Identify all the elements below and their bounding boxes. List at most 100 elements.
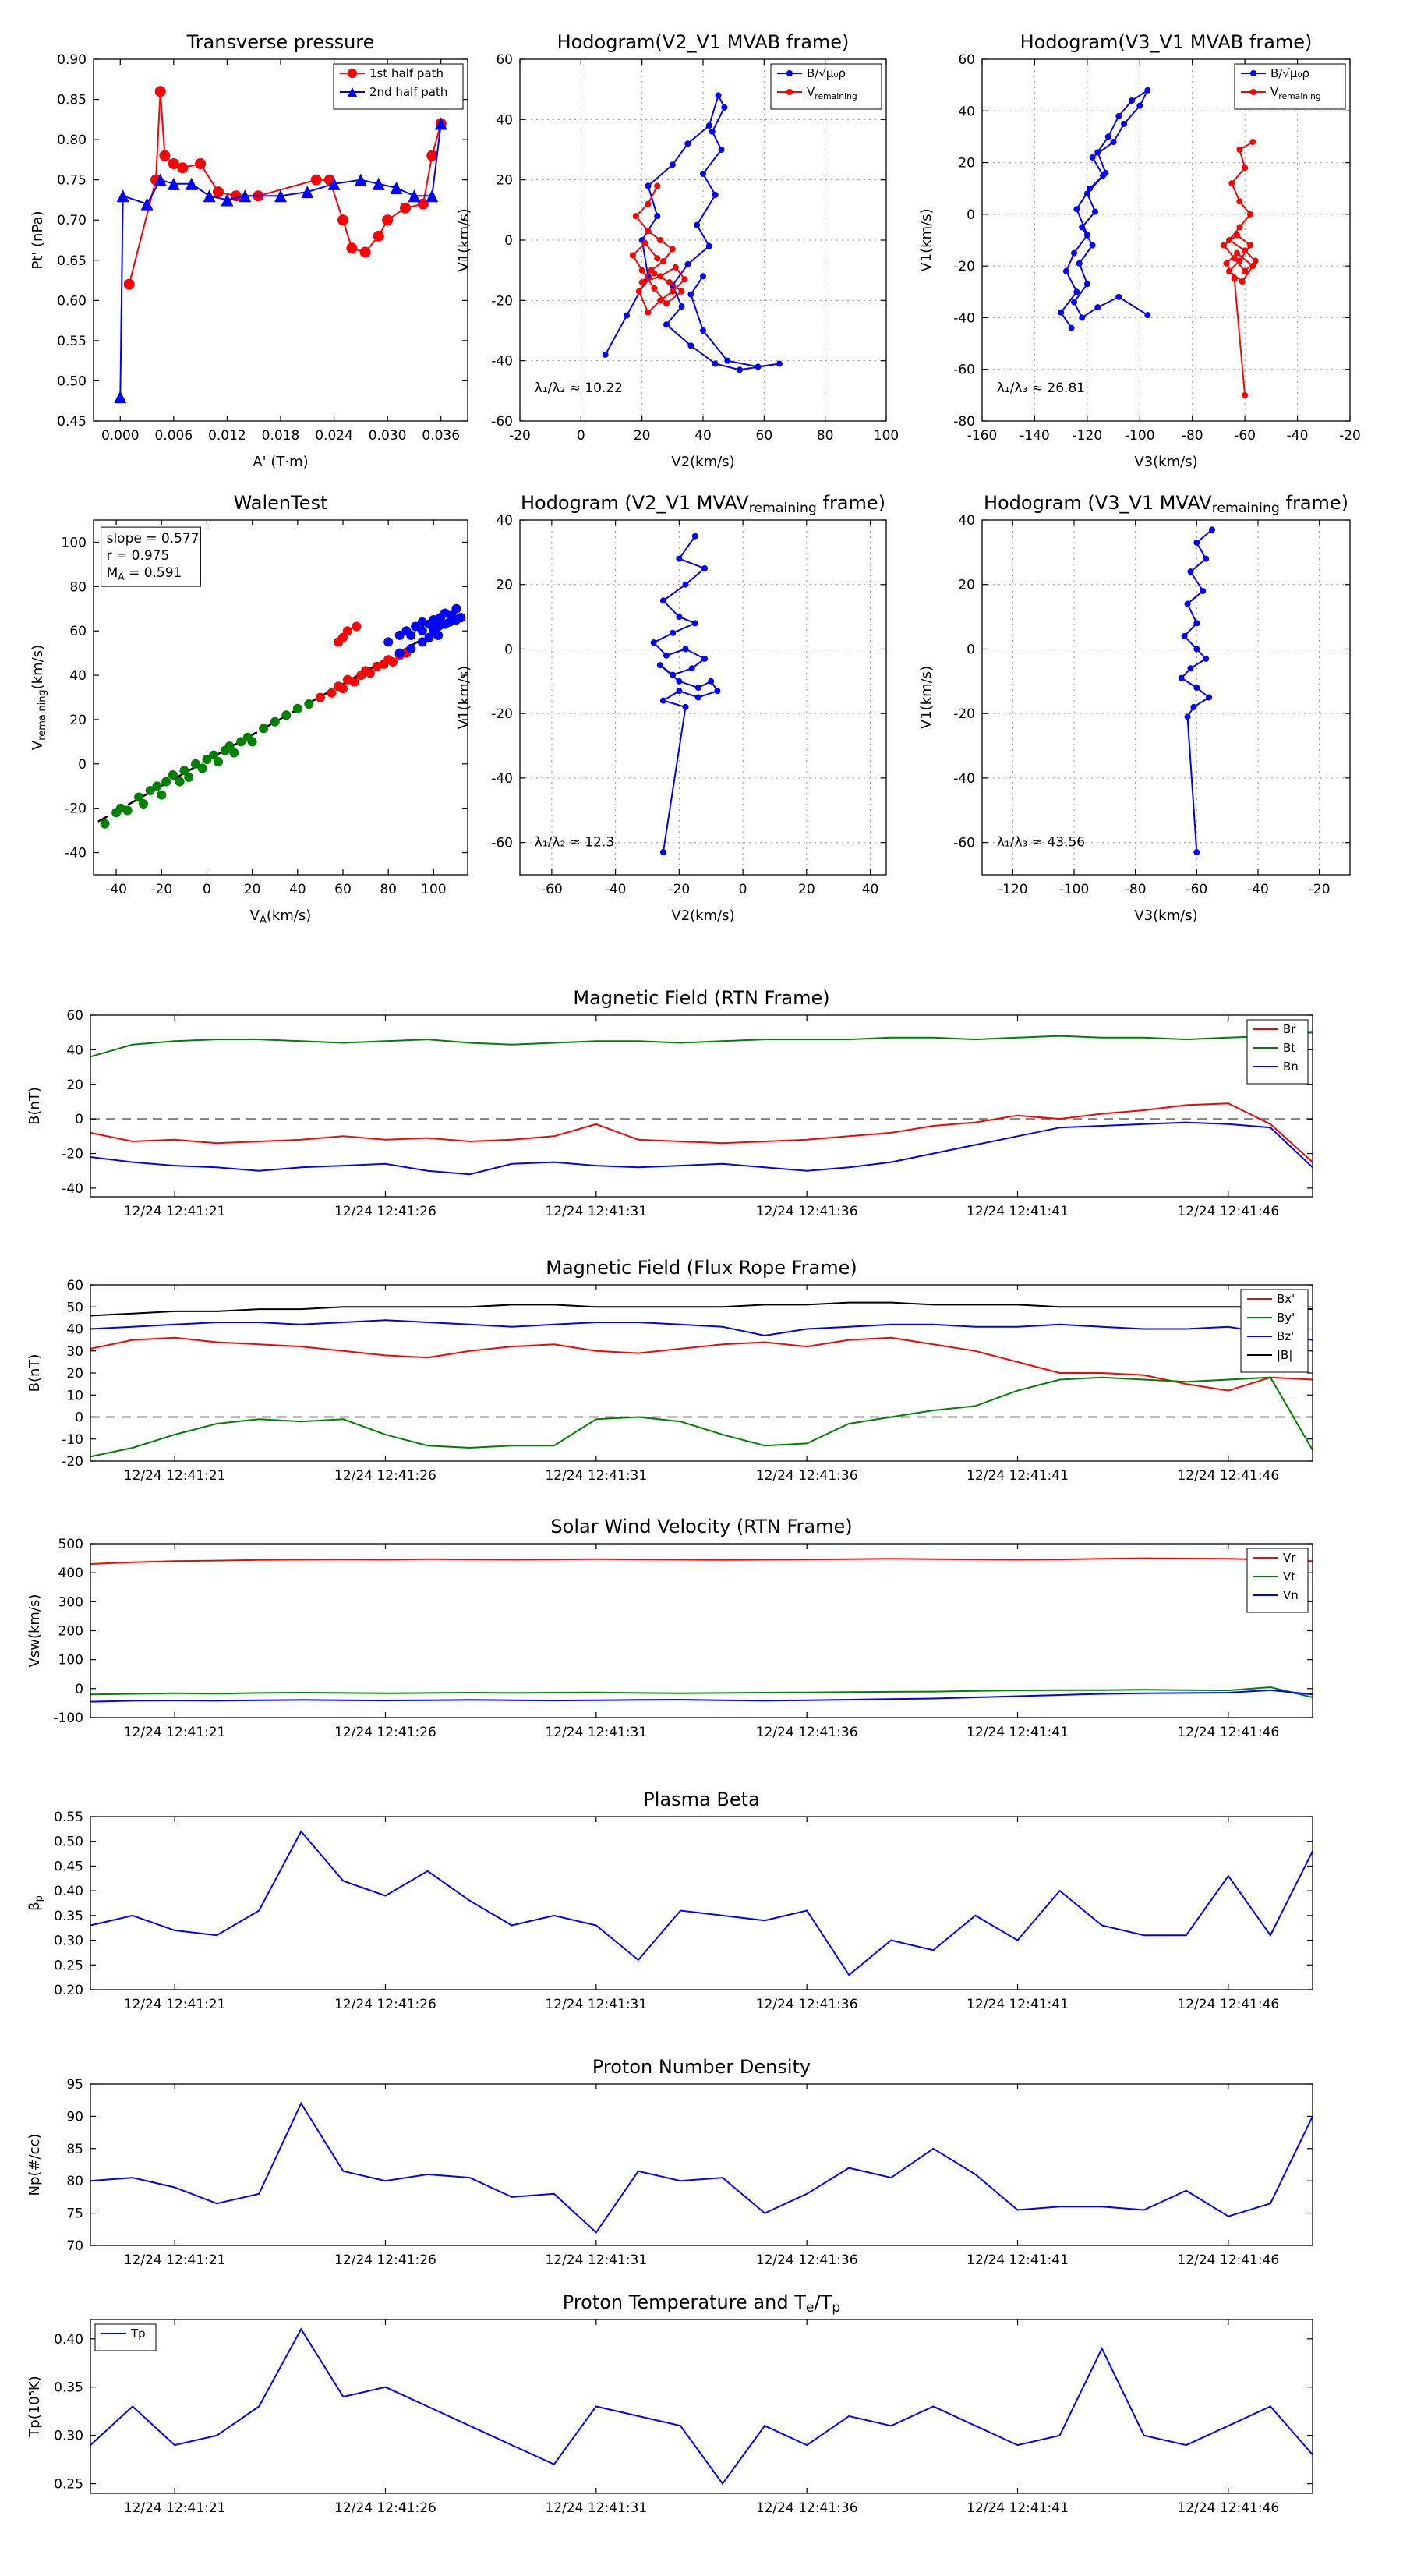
x-tick-label: 12/24 12:41:26 xyxy=(334,1468,436,1484)
marker xyxy=(1231,255,1238,262)
marker xyxy=(221,193,234,207)
x-tick-label: -60 xyxy=(1234,428,1256,444)
marker xyxy=(426,189,439,203)
marker xyxy=(678,288,685,295)
series-Br xyxy=(90,1102,1313,1163)
x-tick-label: 12/24 12:41:21 xyxy=(124,1468,226,1484)
marker xyxy=(1058,309,1065,316)
marker xyxy=(292,703,302,713)
x-tick-label: -160 xyxy=(967,428,998,444)
marker xyxy=(1071,249,1077,257)
marker xyxy=(1076,260,1083,267)
legend-label: 2nd half path xyxy=(369,85,447,99)
marker xyxy=(1242,267,1249,274)
marker xyxy=(1236,257,1243,264)
marker xyxy=(700,170,706,177)
legend: B/√μ₀ρ Vremaining xyxy=(1234,63,1346,110)
panel-title: Proton Number Density xyxy=(592,2056,811,2078)
y-tick-label: -40 xyxy=(953,310,975,326)
y-tick-label: 0.70 xyxy=(57,213,87,228)
marker xyxy=(691,533,698,540)
marker xyxy=(352,621,362,632)
y-tick-label: 0.55 xyxy=(54,1810,83,1825)
marker xyxy=(327,177,341,190)
y-axis-label: Tp(10⁵K) xyxy=(27,2376,43,2437)
legend-label: Bx' xyxy=(1277,1292,1295,1306)
marker xyxy=(1181,632,1188,639)
y-tick-label: 0.30 xyxy=(54,1934,83,1949)
x-tick-label: 12/24 12:41:46 xyxy=(1177,2500,1279,2516)
marker xyxy=(145,785,155,795)
x-tick-label: -40 xyxy=(1287,428,1309,444)
x-tick-label: 12/24 12:41:46 xyxy=(1177,1725,1279,1740)
x-tick-label: 12/24 12:41:46 xyxy=(1177,2252,1279,2268)
y-tick-label: 100 xyxy=(62,535,87,550)
legend-label: |B| xyxy=(1277,1348,1292,1362)
marker xyxy=(304,699,314,709)
marker xyxy=(203,189,216,203)
series-B/√μ₀ρ xyxy=(1059,87,1150,329)
marker xyxy=(663,652,670,659)
x-tick-label: 0 xyxy=(739,882,747,897)
marker xyxy=(663,321,670,328)
panel-title: WalenTest xyxy=(234,492,328,514)
y-tick-label: 70 xyxy=(66,2238,83,2254)
marker xyxy=(214,756,223,766)
marker xyxy=(700,273,706,280)
legend: Tp xyxy=(94,2323,157,2351)
marker xyxy=(1228,180,1235,187)
legend-label: Bt xyxy=(1283,1041,1295,1055)
panel-title: Hodogram(V2_V1 MVAB frame) xyxy=(557,31,850,53)
marker xyxy=(348,87,357,97)
marker xyxy=(1089,154,1096,161)
x-tick-label: 0.036 xyxy=(422,428,460,444)
marker xyxy=(348,69,357,78)
y-tick-label: 20 xyxy=(66,1077,83,1093)
marker xyxy=(337,214,348,226)
marker xyxy=(714,688,721,695)
marker xyxy=(1231,275,1238,282)
legend: Vr Vt Vn xyxy=(1246,1548,1309,1613)
marker xyxy=(641,239,648,246)
marker xyxy=(1209,526,1215,533)
y-tick-label: 10 xyxy=(66,1388,83,1403)
legend-label: Vremaining xyxy=(807,85,857,101)
y-tick-label: 0.55 xyxy=(57,334,87,349)
y-tick-label: 20 xyxy=(958,578,975,593)
y-tick-label: 40 xyxy=(66,1042,83,1058)
marker xyxy=(657,273,664,280)
marker xyxy=(1083,190,1090,197)
y-tick-label: -20 xyxy=(491,706,513,722)
y-tick-label: 0 xyxy=(75,1682,83,1697)
marker xyxy=(179,766,189,776)
x-tick-label: 80 xyxy=(817,428,834,444)
marker xyxy=(390,181,403,194)
series-Bt xyxy=(90,1031,1313,1058)
marker xyxy=(645,200,652,207)
marker xyxy=(645,182,652,189)
marker xyxy=(708,678,715,685)
y-tick-label: -60 xyxy=(491,836,513,851)
marker xyxy=(629,252,636,259)
y-tick-label: -20 xyxy=(491,293,513,309)
marker xyxy=(1236,224,1243,231)
marker xyxy=(681,276,688,283)
marker xyxy=(451,603,461,614)
marker xyxy=(394,648,405,658)
y-tick-label: 60 xyxy=(66,1008,83,1024)
marker xyxy=(669,161,676,168)
x-tick-label: 20 xyxy=(244,882,261,897)
marker xyxy=(709,128,716,135)
marker xyxy=(301,186,314,199)
y-tick-label: 20 xyxy=(69,713,87,728)
x-axis-label: V2(km/s) xyxy=(671,454,734,470)
marker xyxy=(755,363,762,370)
x-tick-label: 12/24 12:41:36 xyxy=(756,1725,858,1740)
legend-label: B/√μ₀ρ xyxy=(807,66,846,80)
marker xyxy=(168,770,178,780)
marker xyxy=(682,646,689,653)
y-axis-label: Vsw(km/s) xyxy=(27,1594,43,1668)
marker xyxy=(702,565,709,572)
legend-label: Vt xyxy=(1283,1569,1295,1583)
